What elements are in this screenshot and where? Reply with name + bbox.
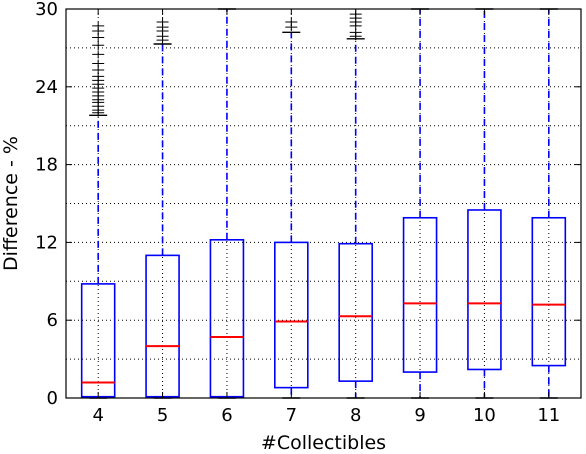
flier-point (285, 17, 298, 26)
x-tick-label: 4 (92, 405, 103, 426)
box-8 (338, 10, 373, 399)
box-iqr (338, 242, 373, 382)
box-iqr (80, 283, 116, 398)
y-tick-label: 12 (35, 232, 58, 253)
flier-point (92, 59, 105, 68)
box-iqr (402, 216, 438, 373)
flier-point (92, 41, 105, 50)
box-9 (402, 8, 438, 399)
box-5 (145, 17, 180, 399)
grid-lines (66, 9, 581, 398)
y-tick-label: 18 (35, 155, 58, 176)
y-axis-label: Difference - % (0, 136, 22, 271)
x-tick-label: 7 (286, 405, 297, 426)
y-tick-label: 0 (47, 388, 58, 409)
flier-point (92, 50, 105, 59)
x-tick-label: 11 (537, 405, 560, 426)
box-10 (467, 8, 502, 399)
x-tick-label: 8 (350, 405, 361, 426)
box-iqr (531, 216, 567, 367)
y-tick-label: 30 (35, 0, 58, 20)
box-11 (531, 8, 567, 399)
x-axis-ticks: 4 5 6 7 8 9 10 11 (92, 9, 560, 426)
x-tick-label: 10 (473, 405, 496, 426)
x-axis-label: #Collectibles (261, 432, 386, 454)
y-tick-label: 6 (47, 310, 58, 331)
box-iqr (145, 254, 180, 398)
box-7 (274, 17, 309, 399)
box-iqr (467, 209, 502, 371)
x-tick-label: 5 (157, 405, 168, 426)
y-tick-label: 24 (35, 77, 58, 98)
box-iqr (274, 241, 309, 389)
flier-point (156, 17, 169, 26)
axes (65, 8, 582, 399)
y-axis-ticks: 0 6 12 18 24 30 (35, 0, 581, 409)
flier-point (92, 21, 105, 30)
x-tick-label: 6 (221, 405, 232, 426)
plot-frame (65, 8, 582, 399)
x-tick-label: 9 (414, 405, 425, 426)
